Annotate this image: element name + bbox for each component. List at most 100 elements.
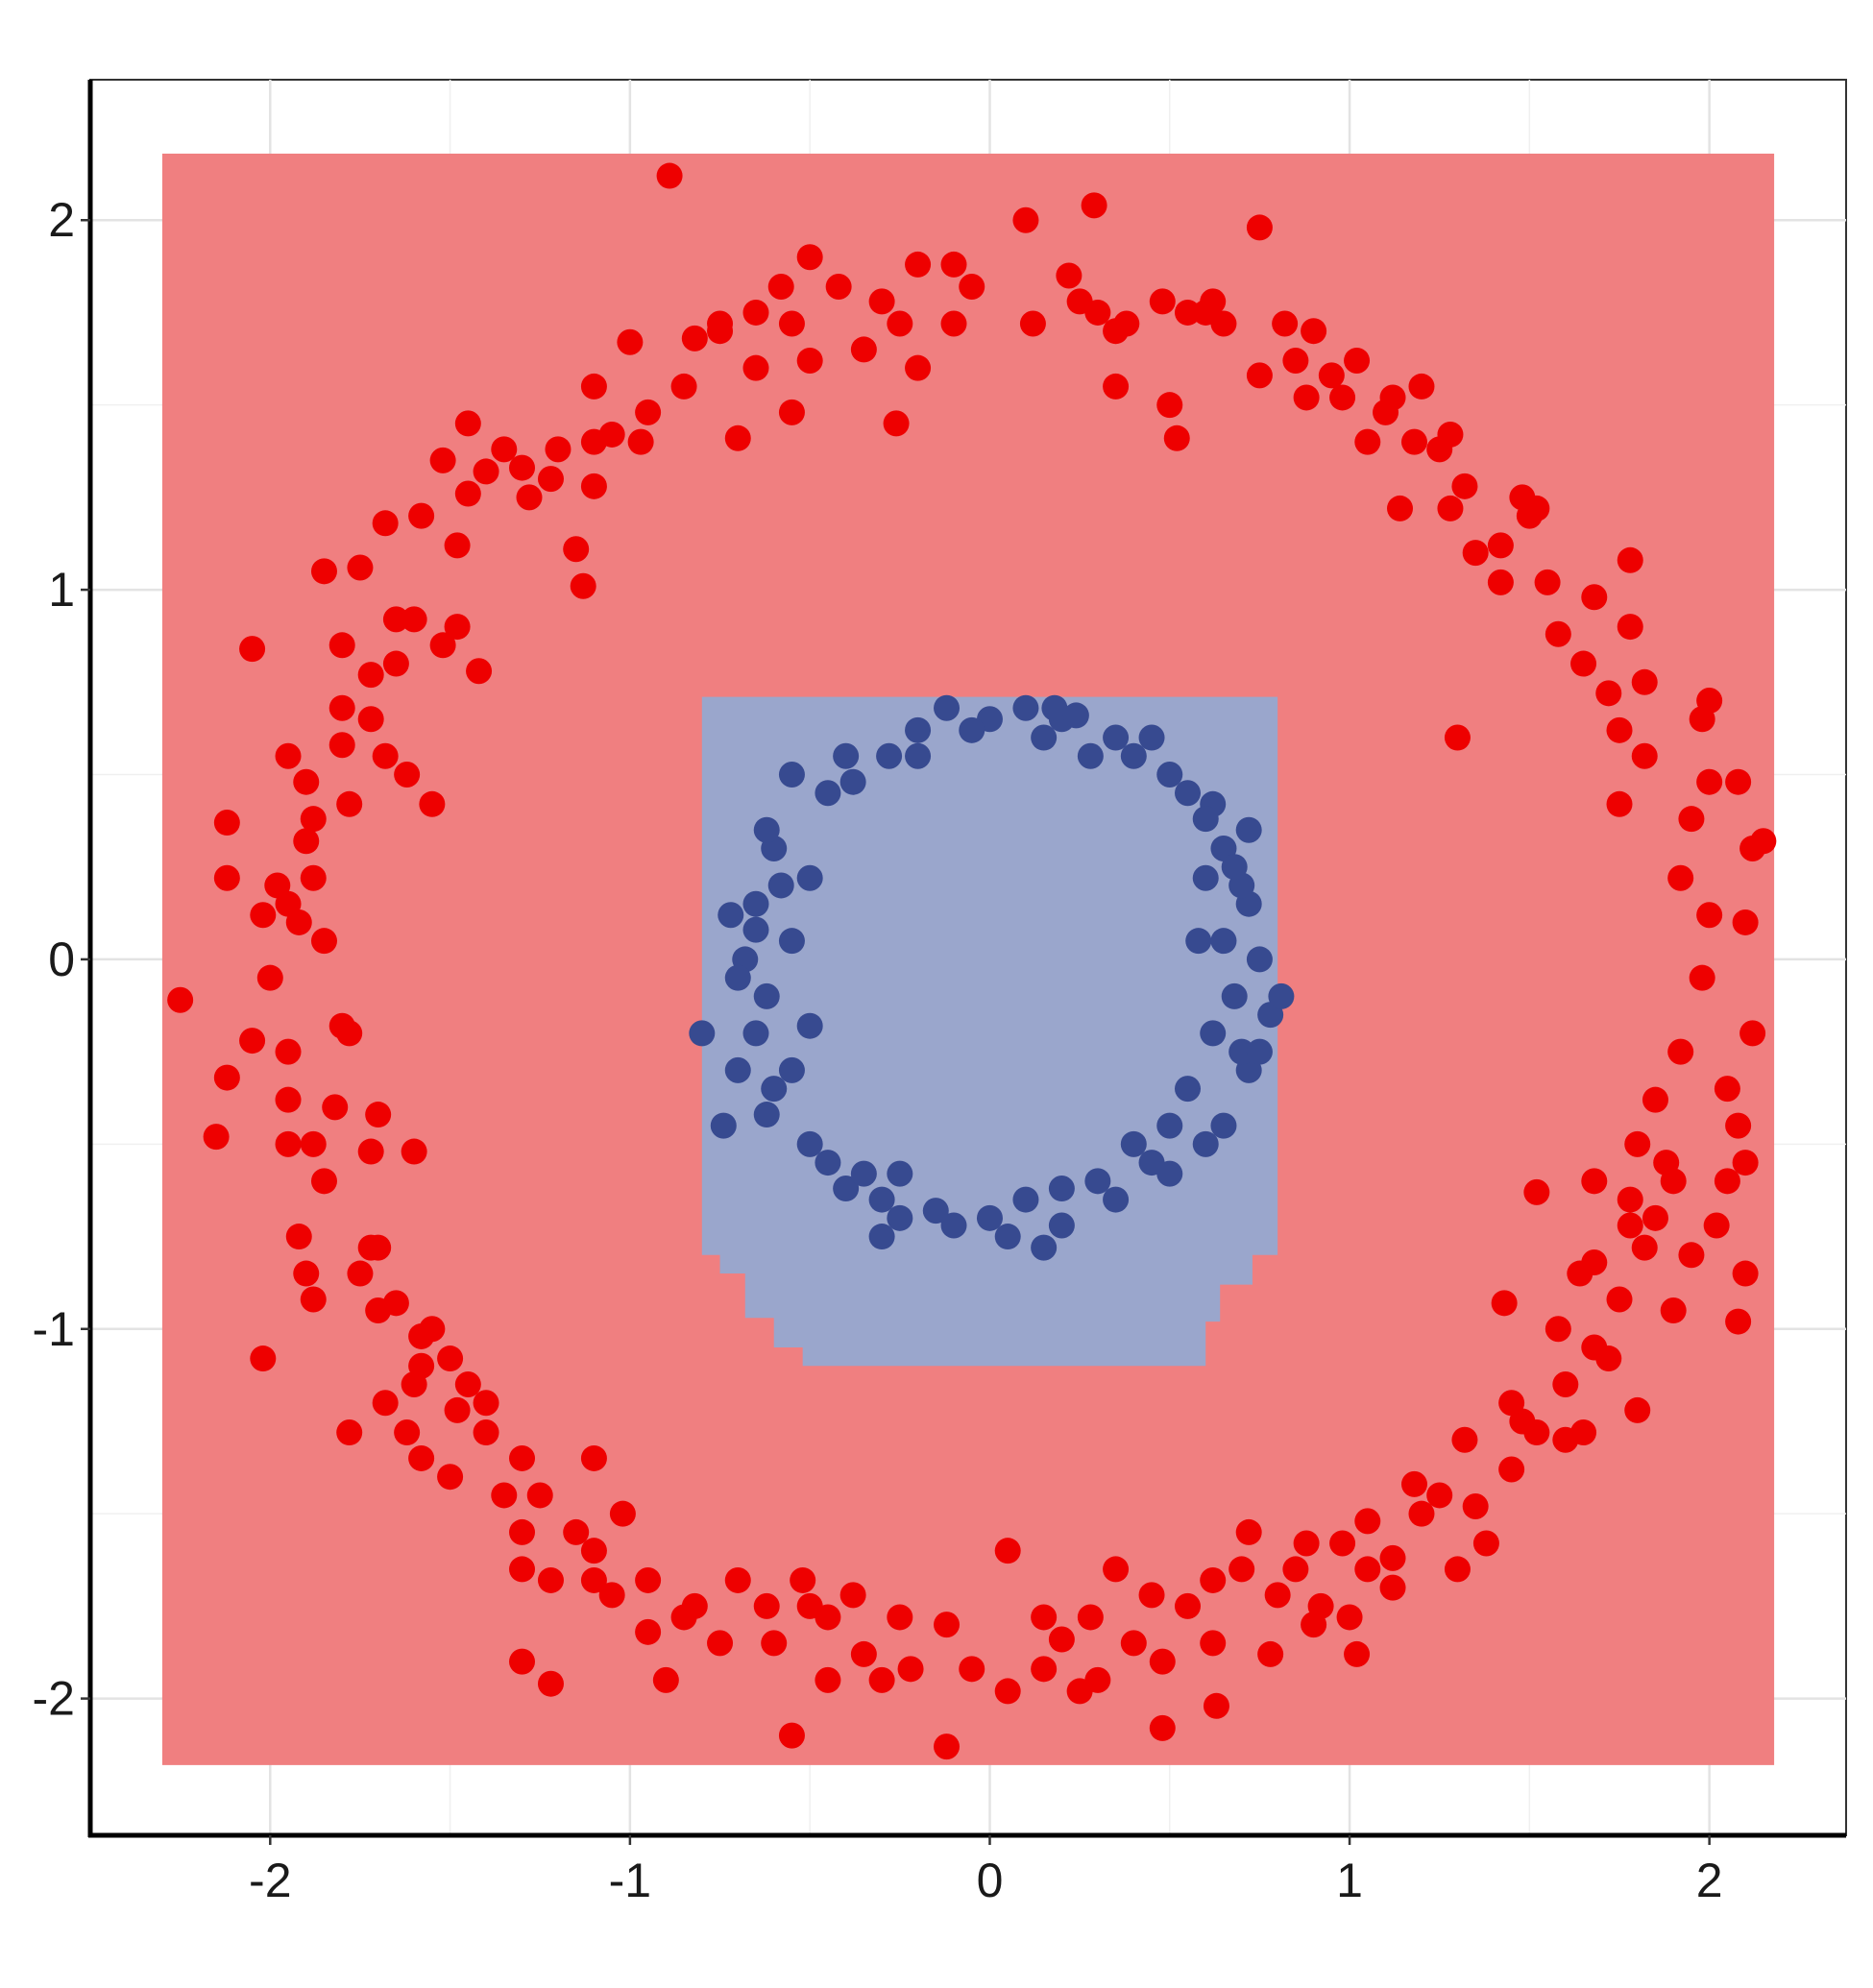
point-outer bbox=[1750, 828, 1777, 855]
point-outer bbox=[1138, 1582, 1165, 1609]
point-outer bbox=[1031, 1656, 1058, 1683]
point-inner bbox=[1221, 982, 1248, 1009]
point-outer bbox=[1344, 1640, 1371, 1667]
point-outer bbox=[940, 251, 967, 278]
point-outer bbox=[1631, 1234, 1658, 1261]
point-inner bbox=[868, 1224, 895, 1250]
point-outer bbox=[365, 1297, 392, 1324]
data-points bbox=[167, 162, 1777, 1760]
point-outer bbox=[322, 1094, 349, 1121]
point-inner bbox=[1103, 724, 1130, 751]
point-outer bbox=[300, 1130, 327, 1157]
point-inner bbox=[976, 1204, 1003, 1231]
point-outer bbox=[473, 1419, 499, 1446]
point-outer bbox=[1264, 1582, 1291, 1609]
point-outer bbox=[656, 162, 683, 189]
y-tick-label: -1 bbox=[33, 1302, 75, 1356]
point-outer bbox=[1581, 1249, 1608, 1275]
axes bbox=[81, 80, 1846, 1845]
point-outer bbox=[1354, 428, 1381, 455]
point-outer bbox=[454, 410, 481, 437]
point-outer bbox=[1156, 392, 1183, 419]
point-outer bbox=[526, 1482, 553, 1509]
point-outer bbox=[213, 810, 240, 836]
point-inner bbox=[718, 902, 744, 929]
point-outer bbox=[509, 1444, 536, 1471]
point-outer bbox=[328, 694, 355, 721]
point-inner bbox=[1192, 1130, 1219, 1157]
point-outer bbox=[394, 1419, 421, 1446]
y-tick-label: 2 bbox=[48, 193, 75, 247]
point-outer bbox=[1732, 1150, 1759, 1176]
x-tick-label: -1 bbox=[609, 1854, 651, 1907]
point-outer bbox=[1462, 1492, 1489, 1519]
point-outer bbox=[213, 1064, 240, 1091]
point-outer bbox=[1293, 1530, 1320, 1557]
point-outer bbox=[1725, 768, 1752, 795]
point-outer bbox=[609, 1500, 636, 1527]
tick-labels: -2 -1 0 1 2 -2 -1 0 1 2 bbox=[33, 193, 1723, 1907]
point-outer bbox=[419, 1316, 446, 1343]
point-outer bbox=[1444, 724, 1471, 751]
point-outer bbox=[778, 310, 805, 337]
point-outer bbox=[382, 606, 409, 633]
point-outer bbox=[994, 1678, 1021, 1705]
point-inner bbox=[1156, 1112, 1183, 1139]
x-tick-label: 0 bbox=[977, 1854, 1004, 1907]
point-outer bbox=[681, 1592, 708, 1619]
point-outer bbox=[815, 1604, 841, 1631]
point-outer bbox=[1617, 614, 1643, 641]
point-outer bbox=[419, 790, 446, 817]
point-outer bbox=[509, 1556, 536, 1583]
point-outer bbox=[1714, 1168, 1740, 1195]
point-inner bbox=[1103, 1186, 1130, 1213]
point-outer bbox=[275, 742, 302, 769]
point-outer bbox=[1200, 1566, 1227, 1593]
point-outer bbox=[1387, 495, 1414, 521]
point-outer bbox=[1031, 1604, 1058, 1631]
point-outer bbox=[1451, 1426, 1478, 1453]
point-outer bbox=[1301, 318, 1327, 345]
point-outer bbox=[454, 1370, 481, 1397]
point-outer bbox=[1624, 1130, 1651, 1157]
point-outer bbox=[275, 1130, 302, 1157]
point-outer bbox=[761, 1630, 788, 1657]
point-inner bbox=[876, 742, 903, 769]
x-tick-label: 2 bbox=[1696, 1854, 1723, 1907]
point-inner bbox=[778, 1056, 805, 1083]
point-outer bbox=[372, 742, 399, 769]
point-outer bbox=[1272, 310, 1299, 337]
point-outer bbox=[887, 310, 913, 337]
point-outer bbox=[1379, 384, 1406, 411]
point-outer bbox=[293, 828, 320, 855]
point-inner bbox=[724, 1056, 751, 1083]
point-outer bbox=[444, 1396, 471, 1423]
point-outer bbox=[347, 554, 374, 581]
point-outer bbox=[681, 325, 708, 352]
point-outer bbox=[1523, 1178, 1550, 1205]
point-outer bbox=[580, 473, 607, 499]
point-outer bbox=[1545, 620, 1571, 647]
point-outer bbox=[1552, 1370, 1579, 1397]
point-outer bbox=[537, 1670, 564, 1697]
y-tick-label: 0 bbox=[48, 933, 75, 986]
point-inner bbox=[753, 982, 780, 1009]
point-outer bbox=[580, 1444, 607, 1471]
point-outer bbox=[1570, 650, 1597, 677]
point-outer bbox=[617, 328, 644, 355]
point-inner bbox=[1221, 854, 1248, 881]
point-inner bbox=[767, 872, 794, 899]
point-outer bbox=[1400, 428, 1427, 455]
point-inner bbox=[1268, 982, 1295, 1009]
y-tick-label: 1 bbox=[48, 563, 75, 617]
point-inner bbox=[833, 1176, 860, 1202]
point-inner bbox=[815, 780, 841, 807]
point-outer bbox=[897, 1656, 924, 1683]
point-inner bbox=[934, 694, 961, 721]
point-outer bbox=[239, 636, 266, 663]
point-inner bbox=[742, 890, 769, 917]
point-outer bbox=[1581, 584, 1608, 611]
point-outer bbox=[887, 1604, 913, 1631]
point-outer bbox=[580, 428, 607, 455]
decision-regions bbox=[161, 153, 1775, 1765]
